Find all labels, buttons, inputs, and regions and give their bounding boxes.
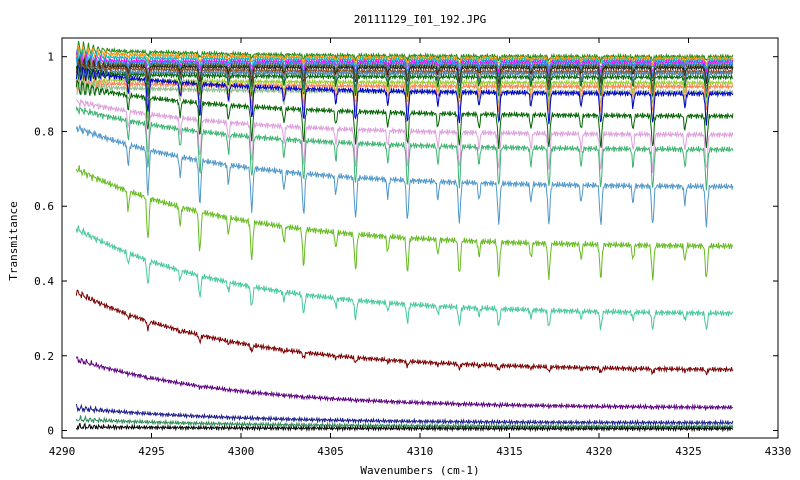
series-line [75, 355, 734, 412]
series-line [75, 165, 734, 281]
y-tick-label: 0.8 [34, 125, 54, 138]
chart-title: 20111129_I01_192.JPG [354, 13, 486, 26]
y-tick-label: 0.6 [34, 200, 54, 213]
y-axis-label: Transmitance [7, 201, 20, 280]
x-tick-label: 4330 [765, 445, 792, 458]
x-tick-label: 4300 [228, 445, 255, 458]
series-line [75, 403, 734, 427]
series-line [75, 289, 734, 376]
x-tick-label: 4305 [317, 445, 344, 458]
y-tick-label: 0.2 [34, 350, 54, 363]
y-tick-label: 1 [47, 51, 54, 64]
series-line [75, 64, 734, 93]
x-tick-label: 4310 [407, 445, 434, 458]
series-line [75, 44, 734, 67]
series-line [75, 414, 734, 431]
series-layer [75, 40, 734, 433]
series-line [75, 98, 734, 173]
series-line [75, 422, 734, 433]
series-line [75, 60, 734, 90]
series-line [76, 40, 734, 64]
series-line [75, 123, 734, 228]
series-line [75, 79, 734, 149]
series-line [75, 225, 734, 331]
x-tick-label: 4295 [138, 445, 165, 458]
ticks-layer: 4290 4295 4300 4305 4310 4315 4320 4325 4330 0 0.2… [34, 38, 791, 458]
y-tick-label: 0.4 [34, 275, 54, 288]
series-line [75, 65, 734, 99]
x-tick-label: 4325 [675, 445, 702, 458]
x-tick-label: 4320 [586, 445, 613, 458]
series-line [75, 106, 734, 191]
y-tick-label: 0 [47, 425, 54, 438]
x-axis-label: Wavenumbers (cm-1) [360, 464, 479, 477]
plot-frame [61, 37, 779, 439]
series-line [75, 64, 734, 126]
x-tick-label: 4315 [496, 445, 523, 458]
x-tick-label: 4290 [49, 445, 76, 458]
series-line [75, 71, 734, 107]
series-line [75, 53, 734, 78]
